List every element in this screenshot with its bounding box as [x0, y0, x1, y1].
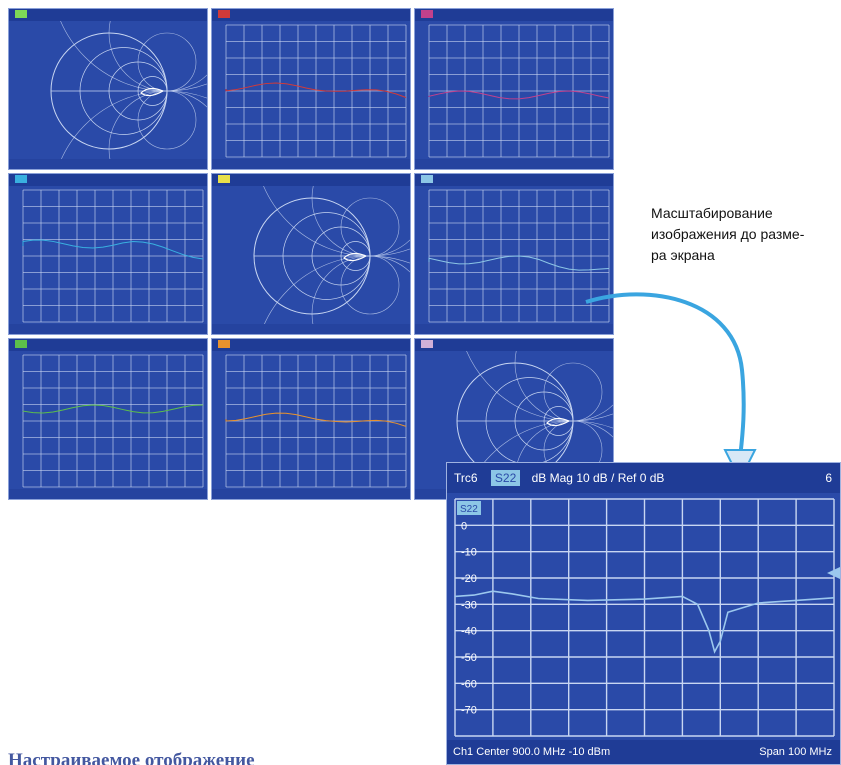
thumbnail-plot: [253, 186, 410, 326]
thumbnail-plot: [22, 354, 204, 488]
trace-line: [225, 82, 407, 98]
trace-tag: [218, 340, 230, 349]
footer-center: Center 900.0 MHz -10 dBm: [476, 746, 611, 758]
smith-reactance-arc: [108, 90, 207, 161]
trace-line: [546, 417, 570, 427]
smith-reactance-arc: [340, 197, 400, 257]
trace-tag: [218, 175, 230, 184]
channel-tag[interactable]: S22: [490, 470, 521, 486]
trace-tag: [218, 10, 230, 19]
trace-line: [22, 239, 204, 260]
zoom-caption: Масштабирование изображения до разме- ра…: [651, 203, 831, 266]
marker-tag: [457, 501, 481, 515]
thumbnail-plot: [225, 24, 407, 158]
footer-channel: Ch1: [453, 746, 474, 758]
trace-tag: [421, 175, 433, 184]
smith-reactance-arc: [263, 186, 410, 257]
trace-line: [225, 412, 407, 427]
enlarged-footer: Ch1 Center 900.0 MHz -10 dBm Span 100 MH…: [447, 740, 840, 764]
thumbnail-screen-3[interactable]: [414, 8, 614, 170]
y-tick-label: -30: [461, 599, 477, 611]
thumbnail-screen-6[interactable]: [414, 173, 614, 335]
trace-tag: [15, 175, 27, 184]
enlarged-screen[interactable]: Trc6 S22 dB Mag 10 dB / Ref 0 dB 6 0 -10 -…: [446, 462, 841, 765]
thumbnail-plot: [50, 21, 207, 161]
enlarged-header: Trc6 S22 dB Mag 10 dB / Ref 0 dB 6: [447, 463, 840, 493]
zoom-arrow-icon: [585, 292, 757, 483]
thumbnail-screen-8[interactable]: [211, 338, 411, 500]
trace-tag: [15, 340, 27, 349]
y-tick-label: -50: [461, 652, 477, 664]
y-tick-label: 0: [461, 520, 467, 532]
y-tick-label: -20: [461, 573, 477, 585]
thumbnail-screen-7[interactable]: [8, 338, 208, 500]
caption-line: Масштабирование: [651, 205, 773, 221]
smith-reactance-arc: [60, 90, 207, 161]
trace-tag: [421, 10, 433, 19]
y-tick-label: -40: [461, 626, 477, 638]
trace-line: [454, 590, 835, 654]
trace-line: [343, 252, 367, 262]
smith-reactance-arc: [60, 21, 207, 92]
smith-reactance-arc: [263, 255, 410, 326]
thumbnail-grid: [8, 8, 614, 500]
thumbnail-plot: [428, 24, 610, 158]
reference-marker-icon: [827, 567, 840, 579]
footer-span: Span 100 MHz: [759, 746, 832, 758]
y-tick-label: -10: [461, 547, 477, 559]
caption-line: ра экрана: [651, 247, 715, 263]
page-title: Настраиваемое отображение: [8, 750, 255, 765]
smith-reactance-arc: [311, 186, 410, 257]
thumbnail-plot: [22, 189, 204, 323]
trace-label: Trc6: [454, 471, 478, 485]
trace-tag: [421, 340, 433, 349]
smith-reactance-arc: [137, 32, 197, 92]
marker-tag-label: S22: [460, 504, 478, 515]
smith-reactance-arc: [108, 21, 207, 92]
thumbnail-screen-4[interactable]: [8, 173, 208, 335]
caption-line: изображения до разме-: [651, 226, 805, 242]
thumbnail-screen-5[interactable]: [211, 173, 411, 335]
thumbnail-screen-1[interactable]: [8, 8, 208, 170]
corner-number: 6: [825, 471, 832, 485]
enlarged-plot: 0 -10 -20 -30 -40 -50 -60 -70 S22: [454, 498, 840, 737]
smith-reactance-arc: [137, 90, 197, 150]
y-tick-label: -60: [461, 678, 477, 690]
trace-line: [428, 255, 610, 271]
trace-line: [22, 404, 204, 414]
ref-label: Ref 0 dB: [617, 471, 665, 485]
y-tick-label: -70: [461, 705, 477, 717]
format-label: dB Mag: [531, 471, 573, 485]
thumbnail-plot: [225, 354, 407, 488]
thumbnail-plot: [428, 189, 610, 323]
thumbnail-screen-2[interactable]: [211, 8, 411, 170]
trace-line: [140, 87, 164, 97]
trace-tag: [15, 10, 27, 19]
smith-reactance-arc: [340, 255, 400, 315]
scale-label: 10 dB /: [576, 471, 615, 485]
trace-line: [428, 90, 610, 100]
smith-reactance-arc: [311, 255, 410, 326]
